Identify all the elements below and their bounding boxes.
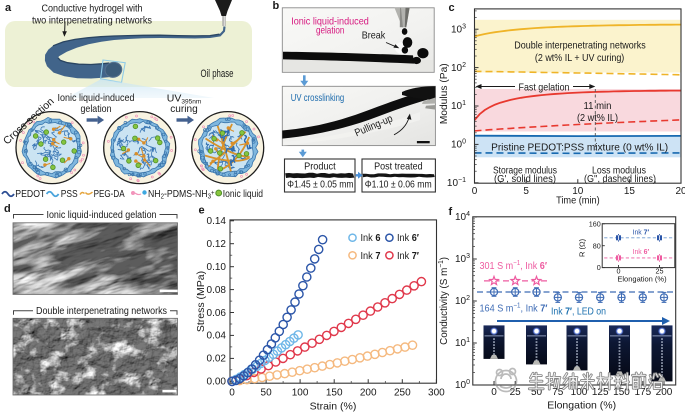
svg-text:Ink 6′: Ink 6′	[633, 247, 650, 256]
svg-text:50: 50	[531, 387, 543, 398]
svg-text:Ink 7′: Ink 7′	[633, 227, 650, 236]
svg-text:80: 80	[593, 241, 601, 250]
svg-text:b: b	[273, 0, 280, 12]
svg-text:75: 75	[552, 387, 564, 398]
svg-text:15: 15	[624, 186, 636, 197]
svg-text:d: d	[4, 203, 11, 215]
svg-text:0.14: 0.14	[207, 216, 227, 227]
svg-text:Double interpenetrating networ: Double interpenetrating networks	[36, 306, 167, 317]
svg-text:Conductivity (S m−1): Conductivity (S m−1)	[438, 257, 450, 345]
svg-text:102: 102	[455, 295, 470, 307]
svg-text:Strain (%): Strain (%)	[310, 401, 357, 413]
svg-text:103: 103	[455, 253, 470, 265]
svg-text:0.06: 0.06	[207, 308, 227, 319]
svg-text:300: 300	[428, 388, 445, 399]
svg-text:125: 125	[592, 387, 609, 398]
svg-text:Ionic liquid-induced gelation: Ionic liquid-induced gelation	[47, 210, 157, 221]
svg-text:100: 100	[571, 387, 588, 398]
svg-text:0: 0	[491, 387, 497, 398]
svg-text:0.12: 0.12	[207, 239, 227, 250]
svg-text:Ink 7: Ink 7	[361, 251, 381, 262]
svg-text:10−1: 10−1	[447, 177, 466, 189]
svg-text:Fast gelation: Fast gelation	[519, 82, 570, 93]
svg-text:164 S m−1, Ink 7′: 164 S m−1, Ink 7′	[480, 303, 548, 315]
svg-text:Ionic liquid-induced: Ionic liquid-induced	[58, 92, 135, 104]
svg-text:Φ1.45 ± 0.05 mm: Φ1.45 ± 0.05 mm	[287, 179, 354, 190]
svg-text:gelation: gelation	[316, 24, 345, 36]
svg-text:Double interpenetrating networ: Double interpenetrating networks	[514, 41, 645, 52]
svg-text:0.04: 0.04	[207, 331, 227, 342]
svg-text:Break: Break	[362, 29, 386, 41]
svg-text:Storage modulus: Storage modulus	[493, 165, 557, 176]
svg-text:104: 104	[455, 211, 470, 223]
svg-text:25: 25	[656, 267, 664, 276]
svg-text:0.00: 0.00	[207, 377, 227, 388]
svg-text:Modulus (Pa): Modulus (Pa)	[438, 63, 450, 124]
svg-text:gelation: gelation	[81, 103, 112, 115]
svg-text:11 min: 11 min	[584, 101, 612, 112]
svg-text:a: a	[5, 2, 12, 14]
svg-text:20: 20	[675, 186, 685, 197]
svg-text:175: 175	[634, 387, 651, 398]
svg-text:150: 150	[326, 388, 343, 399]
svg-text:curing: curing	[170, 103, 198, 115]
svg-text:Elongation (%): Elongation (%)	[617, 274, 667, 283]
svg-text:R (Ω): R (Ω)	[578, 238, 587, 257]
svg-text:Ink 7′, LED on: Ink 7′, LED on	[551, 307, 606, 318]
svg-text:Post treated: Post treated	[374, 160, 423, 172]
svg-text:Loss modulus: Loss modulus	[592, 165, 646, 176]
svg-text:PEG-DA: PEG-DA	[94, 189, 125, 200]
svg-text:0: 0	[597, 263, 601, 272]
svg-text:100: 100	[292, 388, 309, 399]
svg-text:Pristine PEDOT:PSS mixture (0: Pristine PEDOT:PSS mixture (0 wt% IL)	[491, 143, 668, 154]
svg-text:102: 102	[451, 62, 466, 74]
svg-text:10: 10	[572, 186, 584, 197]
svg-text:301 S m−1, Ink 6′: 301 S m−1, Ink 6′	[480, 260, 548, 272]
svg-text:Ionic liquid-induced: Ionic liquid-induced	[291, 15, 369, 27]
svg-text:200: 200	[656, 387, 673, 398]
svg-text:UV crosslinking: UV crosslinking	[291, 92, 345, 104]
svg-text:PSS: PSS	[61, 189, 78, 200]
svg-text:Ink 6′: Ink 6′	[397, 233, 419, 244]
svg-text:250: 250	[394, 388, 411, 399]
svg-text:0.10: 0.10	[207, 262, 227, 273]
svg-text:f: f	[449, 206, 453, 218]
svg-text:Ink 7′: Ink 7′	[397, 251, 419, 262]
svg-text:e: e	[199, 205, 205, 217]
svg-text:0: 0	[617, 267, 621, 276]
svg-text:160: 160	[589, 219, 601, 228]
svg-text:(2 wt% IL): (2 wt% IL)	[577, 113, 618, 124]
svg-text:100: 100	[451, 139, 466, 151]
svg-text:5: 5	[523, 186, 529, 197]
svg-text:0.08: 0.08	[207, 285, 227, 296]
svg-text:0: 0	[472, 186, 478, 197]
svg-text:50: 50	[261, 388, 273, 399]
svg-text:25: 25	[510, 387, 522, 398]
svg-text:Time (min): Time (min)	[556, 194, 600, 206]
svg-text:150: 150	[613, 387, 630, 398]
svg-text:NH2-PDMS-NH3+: NH2-PDMS-NH3+	[148, 189, 215, 201]
svg-text:101: 101	[455, 337, 470, 349]
svg-text:0: 0	[229, 388, 235, 399]
svg-text:Oil phase: Oil phase	[201, 68, 234, 80]
svg-text:(2 wt% IL + UV curing): (2 wt% IL + UV curing)	[535, 53, 624, 64]
svg-text:101: 101	[451, 100, 466, 112]
svg-text:0.02: 0.02	[207, 354, 227, 365]
svg-text:Stress (MPa): Stress (MPa)	[195, 271, 207, 332]
svg-text:Product: Product	[304, 160, 336, 172]
svg-text:100: 100	[455, 379, 470, 391]
svg-text:Elongation (%): Elongation (%)	[547, 400, 616, 412]
svg-text:Φ1.10 ± 0.06 mm: Φ1.10 ± 0.06 mm	[365, 179, 432, 190]
svg-text:Ink 6: Ink 6	[361, 233, 381, 244]
svg-text:(G', solid lines): (G', solid lines)	[494, 174, 556, 185]
svg-text:PEDOT: PEDOT	[15, 189, 45, 200]
svg-text:Ionic liquid: Ionic liquid	[223, 189, 263, 200]
svg-text:two interpenetrating networks: two interpenetrating networks	[32, 15, 152, 27]
svg-text:c: c	[449, 2, 455, 14]
svg-text:103: 103	[451, 23, 466, 35]
svg-text:Conductive hydrogel with: Conductive hydrogel with	[42, 3, 143, 15]
svg-text:(G'', dashed lines): (G'', dashed lines)	[584, 174, 656, 185]
svg-text:200: 200	[360, 388, 377, 399]
